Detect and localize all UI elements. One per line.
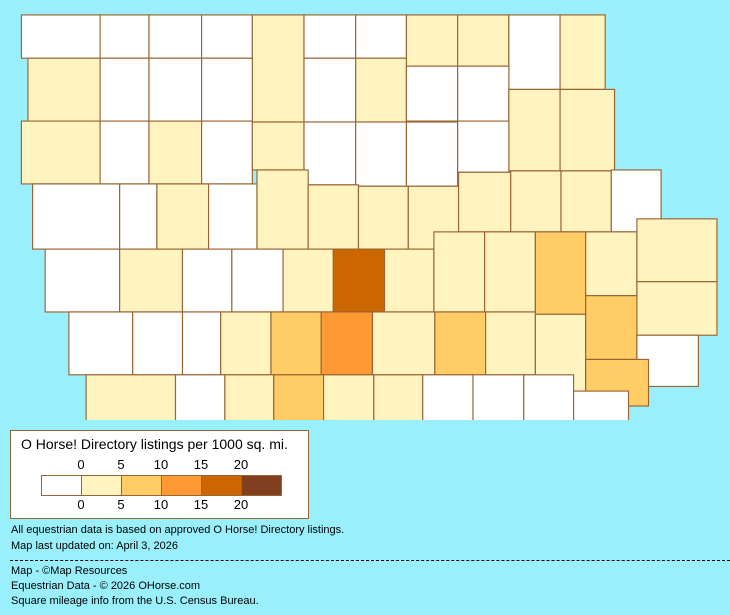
county[interactable] bbox=[572, 390, 630, 420]
county[interactable] bbox=[132, 311, 184, 376]
divider bbox=[10, 560, 730, 561]
county[interactable] bbox=[148, 14, 203, 59]
county[interactable] bbox=[332, 248, 386, 313]
county[interactable] bbox=[20, 14, 101, 59]
county[interactable] bbox=[224, 374, 275, 420]
county[interactable] bbox=[282, 248, 334, 313]
county[interactable] bbox=[270, 311, 322, 376]
county[interactable] bbox=[256, 169, 309, 250]
legend-swatch bbox=[122, 476, 162, 495]
county[interactable] bbox=[484, 231, 536, 313]
county[interactable] bbox=[636, 281, 718, 336]
county[interactable] bbox=[405, 121, 459, 187]
county[interactable] bbox=[355, 57, 408, 123]
county[interactable] bbox=[99, 120, 150, 185]
county[interactable] bbox=[148, 57, 203, 122]
county[interactable] bbox=[303, 14, 357, 59]
county[interactable] bbox=[68, 311, 134, 376]
county[interactable] bbox=[320, 311, 374, 376]
county[interactable] bbox=[355, 14, 408, 59]
county[interactable] bbox=[201, 57, 253, 122]
county[interactable] bbox=[85, 374, 177, 420]
map-credit: Map - ©Map Resources bbox=[11, 565, 128, 577]
county[interactable] bbox=[27, 57, 101, 122]
legend-tick-label: 20 bbox=[233, 497, 249, 512]
legend-tick-label: 0 bbox=[77, 457, 85, 472]
legend-tick-label: 15 bbox=[193, 497, 209, 512]
county[interactable] bbox=[405, 14, 459, 67]
legend-tick-label: 10 bbox=[153, 497, 169, 512]
county[interactable] bbox=[181, 248, 233, 313]
county[interactable] bbox=[585, 295, 638, 361]
county[interactable] bbox=[119, 248, 184, 313]
county[interactable] bbox=[585, 231, 638, 297]
county[interactable] bbox=[174, 374, 226, 420]
county[interactable] bbox=[534, 231, 587, 315]
county[interactable] bbox=[355, 121, 408, 187]
legend-title: O Horse! Directory listings per 1000 sq.… bbox=[21, 436, 288, 452]
county[interactable] bbox=[422, 374, 474, 420]
county[interactable] bbox=[559, 14, 606, 91]
legend-tick-label: 20 bbox=[233, 457, 249, 472]
county[interactable] bbox=[457, 171, 512, 233]
county[interactable] bbox=[357, 185, 409, 250]
county[interactable] bbox=[32, 183, 121, 250]
county[interactable] bbox=[148, 120, 203, 185]
county[interactable] bbox=[560, 170, 612, 233]
county[interactable] bbox=[636, 218, 718, 283]
county[interactable] bbox=[44, 248, 121, 313]
legend-swatch bbox=[242, 476, 281, 495]
county[interactable] bbox=[20, 120, 101, 185]
county[interactable] bbox=[322, 374, 375, 420]
legend-swatch bbox=[162, 476, 202, 495]
county[interactable] bbox=[457, 65, 510, 122]
legend: O Horse! Directory listings per 1000 sq.… bbox=[10, 430, 309, 519]
county[interactable] bbox=[201, 14, 253, 59]
legend-tick-label: 5 bbox=[117, 497, 125, 512]
legend-swatch bbox=[202, 476, 242, 495]
county[interactable] bbox=[181, 311, 222, 376]
county[interactable] bbox=[434, 311, 487, 376]
county[interactable] bbox=[207, 183, 258, 250]
county[interactable] bbox=[220, 311, 272, 376]
county[interactable] bbox=[472, 374, 525, 420]
county[interactable] bbox=[508, 14, 561, 91]
census-credit: Square mileage info from the U.S. Census… bbox=[11, 595, 259, 607]
legend-color-bar bbox=[41, 475, 282, 496]
county[interactable] bbox=[99, 57, 150, 122]
legend-tick-label: 5 bbox=[117, 457, 125, 472]
county[interactable] bbox=[231, 248, 284, 313]
county[interactable] bbox=[523, 374, 575, 420]
county[interactable] bbox=[273, 374, 325, 420]
county[interactable] bbox=[433, 231, 486, 313]
county[interactable] bbox=[405, 65, 459, 122]
county[interactable] bbox=[119, 183, 158, 250]
data-source-note: All equestrian data is based on approved… bbox=[11, 524, 345, 536]
iowa-county-map bbox=[20, 14, 718, 420]
legend-tick-label: 10 bbox=[153, 457, 169, 472]
county[interactable] bbox=[484, 311, 536, 376]
county[interactable] bbox=[457, 14, 510, 67]
legend-tick-label: 0 bbox=[77, 497, 85, 512]
county[interactable] bbox=[373, 374, 424, 420]
county[interactable] bbox=[303, 121, 357, 186]
county[interactable] bbox=[303, 57, 357, 123]
county[interactable] bbox=[307, 184, 360, 250]
county[interactable] bbox=[457, 120, 510, 173]
county[interactable] bbox=[99, 14, 150, 59]
county[interactable] bbox=[559, 88, 616, 172]
last-updated: Map last updated on: April 3, 2026 bbox=[11, 540, 178, 552]
legend-swatch bbox=[42, 476, 82, 495]
legend-swatch bbox=[82, 476, 122, 495]
county[interactable] bbox=[508, 88, 561, 172]
legend-tick-label: 15 bbox=[193, 457, 209, 472]
data-credit: Equestrian Data - © 2026 OHorse.com bbox=[11, 580, 201, 592]
county[interactable] bbox=[201, 120, 253, 185]
county[interactable] bbox=[251, 14, 305, 123]
county[interactable] bbox=[251, 121, 305, 171]
county[interactable] bbox=[371, 311, 436, 376]
county[interactable] bbox=[156, 183, 210, 250]
county[interactable] bbox=[383, 248, 435, 313]
county[interactable] bbox=[510, 170, 562, 233]
